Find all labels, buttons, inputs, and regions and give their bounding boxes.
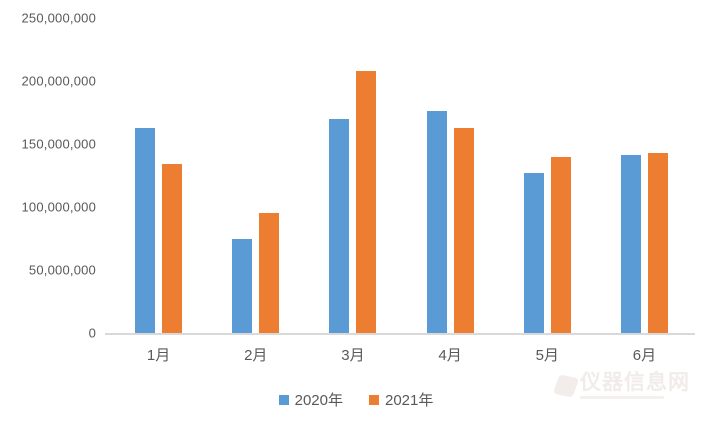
x-axis-label: 4月 xyxy=(438,347,462,364)
x-axis-label: 5月 xyxy=(535,347,559,364)
plot-area xyxy=(110,18,693,333)
watermark-text: 仪器信息网 xyxy=(580,371,690,394)
watermark: 仪器信息网 xyxy=(552,372,706,399)
bar xyxy=(620,155,641,333)
bar xyxy=(426,111,447,333)
x-axis-label: 6月 xyxy=(632,347,657,364)
bar-group xyxy=(110,18,207,333)
y-tick-label: 250,000,000 xyxy=(21,10,96,26)
bar xyxy=(550,156,571,333)
watermark-subline xyxy=(580,396,664,399)
watermark-text-col: 仪器信息网 xyxy=(580,372,690,399)
watermark-logo-icon xyxy=(552,373,580,398)
x-axis-label: 2月 xyxy=(244,347,268,364)
y-tick-label: 0 xyxy=(88,325,96,341)
legend-label: 2021年 xyxy=(385,392,434,409)
x-axis-label: 1月 xyxy=(146,347,171,364)
legend-swatch-icon xyxy=(369,394,379,405)
legend-swatch-icon xyxy=(278,394,289,405)
bar-group xyxy=(596,18,693,333)
bar xyxy=(162,164,183,333)
y-tick-label: 100,000,000 xyxy=(21,199,96,215)
bar xyxy=(356,70,377,333)
bar-group xyxy=(207,18,304,333)
x-axis-line xyxy=(105,333,695,335)
bar-group xyxy=(304,18,401,333)
legend-item-1: 2021年 xyxy=(369,389,433,410)
bar xyxy=(647,152,668,333)
bar xyxy=(135,127,156,333)
x-axis: 1月 2月 3月 4月 5月 6月 xyxy=(110,344,693,365)
y-axis: 250,000,000 200,000,000 150,000,000 100,000… xyxy=(0,11,100,341)
y-tick-label: 150,000,000 xyxy=(21,136,96,152)
bar xyxy=(232,238,253,333)
bar-group xyxy=(499,18,596,333)
bar xyxy=(523,172,544,333)
bar xyxy=(329,118,350,333)
y-tick-label: 50,000,000 xyxy=(28,262,96,278)
bar-group xyxy=(402,18,499,333)
legend-label: 2020年 xyxy=(294,392,343,409)
legend-item-0: 2020年 xyxy=(278,389,343,410)
bar xyxy=(259,213,280,333)
legend: 2020年 2021年 xyxy=(0,389,712,410)
y-tick-label: 200,000,000 xyxy=(21,73,96,89)
x-axis-label: 3月 xyxy=(341,347,365,364)
bar xyxy=(453,127,474,333)
